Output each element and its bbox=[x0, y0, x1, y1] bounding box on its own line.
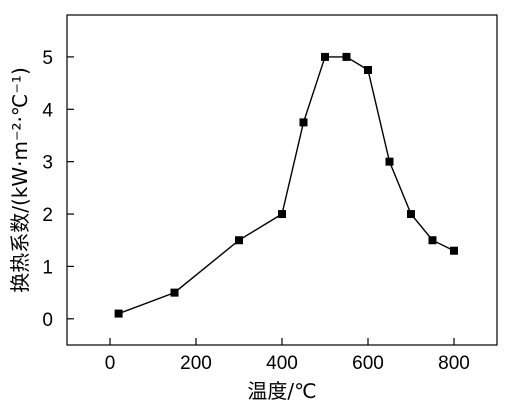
y-tick-label: 1 bbox=[42, 257, 53, 278]
x-tick-label: 0 bbox=[105, 353, 116, 374]
x-tick-label: 800 bbox=[438, 353, 470, 374]
data-point bbox=[342, 52, 351, 61]
x-axis-title: 温度/℃ bbox=[247, 379, 316, 403]
y-tick-label: 4 bbox=[42, 100, 53, 121]
data-point bbox=[278, 210, 286, 219]
ticks: 0 200 400 600 800 0 1 2 3 4 5 bbox=[42, 48, 469, 374]
y-axis-title: 换热系数/(kW·m⁻²·℃⁻¹) bbox=[8, 67, 32, 293]
series bbox=[114, 52, 458, 318]
x-tick-label: 200 bbox=[180, 353, 212, 374]
y-tick-label: 5 bbox=[42, 48, 53, 69]
data-point bbox=[407, 210, 415, 219]
y-tick-label: 2 bbox=[42, 205, 53, 226]
data-point bbox=[450, 246, 458, 255]
data-point bbox=[428, 236, 437, 245]
data-point bbox=[114, 309, 123, 318]
x-tick-label: 400 bbox=[266, 353, 298, 374]
data-point bbox=[321, 52, 329, 61]
y-tick-label: 3 bbox=[42, 153, 53, 174]
data-point bbox=[299, 118, 308, 127]
plot-frame bbox=[66, 14, 498, 346]
data-point bbox=[170, 288, 179, 297]
axes bbox=[66, 14, 498, 346]
series-line bbox=[118, 56, 455, 315]
x-tick-label: 600 bbox=[352, 353, 384, 374]
data-point bbox=[385, 157, 394, 166]
data-point bbox=[235, 236, 243, 245]
y-tick-label: 0 bbox=[42, 310, 53, 331]
data-point bbox=[364, 66, 372, 74]
